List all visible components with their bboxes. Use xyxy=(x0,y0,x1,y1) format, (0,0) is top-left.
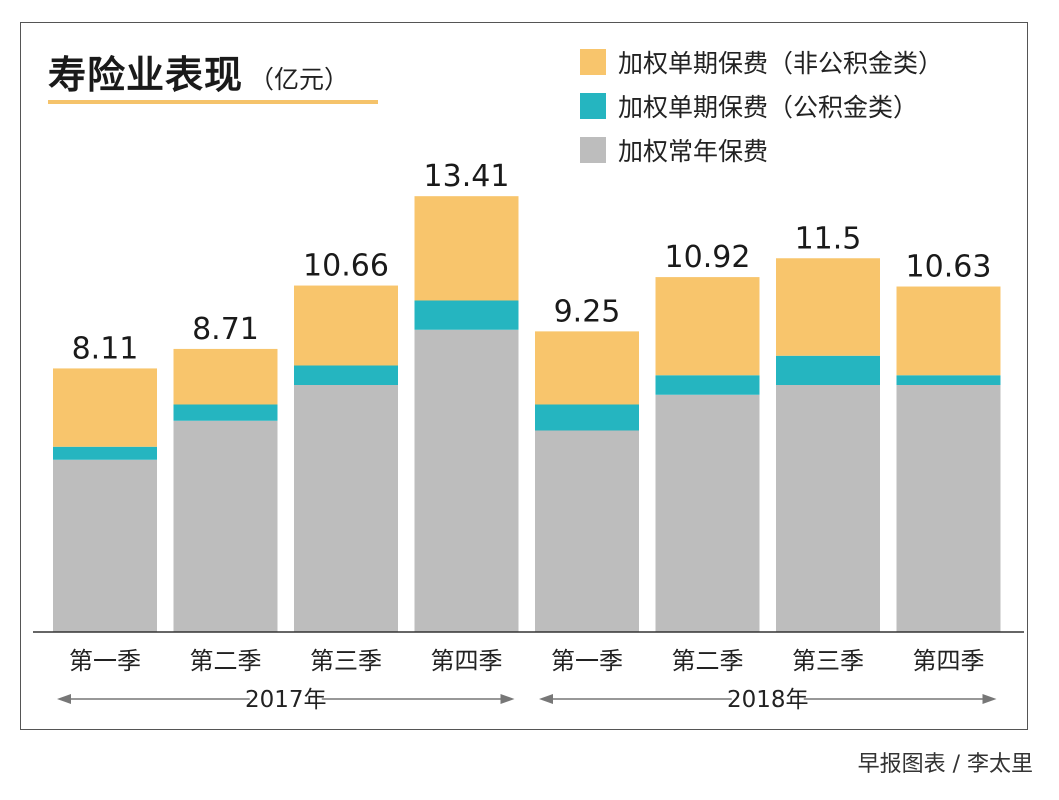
bar-segment-1 xyxy=(414,300,519,330)
legend-label: 加权单期保费（公积金类） xyxy=(618,93,919,122)
title-underline xyxy=(48,100,378,104)
bar-total-label: 10.92 xyxy=(665,240,751,275)
bar-segment-0 xyxy=(896,385,1001,632)
bar-total-label: 10.63 xyxy=(906,250,992,285)
bar-segment-0 xyxy=(294,385,398,632)
legend-swatch xyxy=(580,49,606,75)
x-tick-label: 第一季 xyxy=(551,647,623,675)
bar-segment-2 xyxy=(294,285,398,366)
x-tick-label: 第四季 xyxy=(913,647,985,675)
bar-segment-0 xyxy=(53,459,157,632)
bar-total-label: 10.66 xyxy=(303,249,389,284)
bar-segment-0 xyxy=(535,430,639,632)
source-credit: 早报图表 / 李太里 xyxy=(857,752,1033,777)
x-tick-label: 第三季 xyxy=(310,647,382,675)
x-tick-label: 第四季 xyxy=(431,647,503,675)
bar-segment-1 xyxy=(173,404,278,421)
bar-total-label: 8.11 xyxy=(72,331,139,366)
legend-label: 加权单期保费（非公积金类） xyxy=(618,49,944,78)
legend-swatch xyxy=(580,137,606,163)
legend-item-non-cpf: 加权单期保费（非公积金类） xyxy=(580,40,943,84)
bar-segment-1 xyxy=(535,404,639,431)
x-tick-label: 第三季 xyxy=(792,647,864,675)
bar-segment-0 xyxy=(173,420,278,632)
bar-segment-1 xyxy=(53,446,157,460)
axis-layer: 2017年 2018年 xyxy=(33,631,1024,713)
group-label: 2018年 xyxy=(727,687,809,713)
bar-segment-1 xyxy=(294,365,398,385)
legend-item-regular: 加权常年保费 xyxy=(580,128,943,172)
bar-segment-0 xyxy=(414,329,519,632)
bar-segment-2 xyxy=(414,196,519,301)
bar-total-label: 8.71 xyxy=(192,312,259,347)
legend-swatch xyxy=(580,93,606,119)
arrow-left-icon xyxy=(57,694,71,704)
legend-label: 加权常年保费 xyxy=(618,137,769,166)
group-label: 2017年 xyxy=(245,687,327,713)
chart-title-block: 寿险业表现 （亿元） xyxy=(48,44,349,99)
x-tick-label: 第二季 xyxy=(190,647,262,675)
bar-segment-1 xyxy=(776,355,880,385)
legend-item-cpf: 加权单期保费（公积金类） xyxy=(580,84,943,128)
chart-unit: （亿元） xyxy=(249,65,350,94)
bar-segment-2 xyxy=(776,258,880,356)
bar-segment-0 xyxy=(655,394,760,632)
bar-total-label: 13.41 xyxy=(424,159,510,194)
bar-segment-2 xyxy=(173,348,278,405)
x-tick-label: 第一季 xyxy=(69,647,141,675)
bar-total-label: 9.25 xyxy=(554,294,621,329)
bar-segment-1 xyxy=(655,375,760,395)
bar-segment-1 xyxy=(896,375,1001,385)
bar-segment-2 xyxy=(655,277,760,376)
bar-segment-2 xyxy=(535,331,639,405)
x-tick-label: 第二季 xyxy=(672,647,744,675)
arrow-right-icon xyxy=(500,694,515,704)
arrow-left-icon xyxy=(539,694,553,704)
bar-total-label: 11.5 xyxy=(795,221,862,256)
bar-segment-0 xyxy=(776,385,880,632)
labels-layer: 8.11 第一季 8.71 第二季 10.66 第三季 13.41 第四季 9.25 第一季 10.… xyxy=(69,159,991,675)
chart-title: 寿险业表现 xyxy=(48,53,244,97)
bar-segment-2 xyxy=(896,286,1001,376)
bars-layer xyxy=(53,196,1001,632)
bar-segment-2 xyxy=(53,368,157,447)
arrow-right-icon xyxy=(982,694,997,704)
legend: 加权单期保费（非公积金类） 加权单期保费（公积金类） 加权常年保费 xyxy=(580,40,943,172)
